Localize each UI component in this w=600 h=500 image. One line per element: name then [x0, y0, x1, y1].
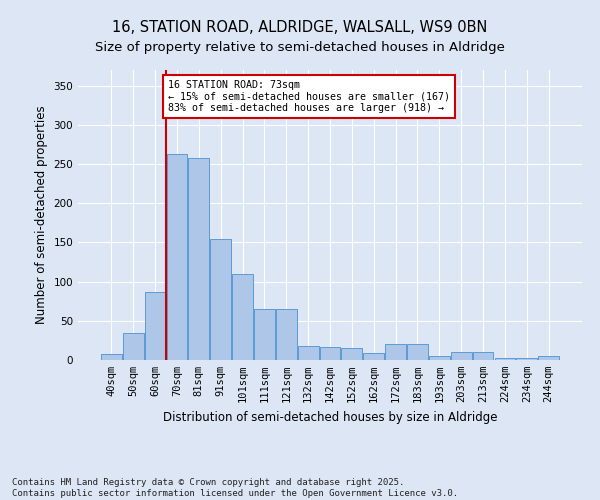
Bar	[320, 346, 340, 360]
Bar	[451, 352, 472, 360]
Bar	[341, 348, 362, 360]
Bar	[101, 354, 122, 360]
X-axis label: Distribution of semi-detached houses by size in Aldridge: Distribution of semi-detached houses by …	[163, 410, 497, 424]
Text: Contains HM Land Registry data © Crown copyright and database right 2025.
Contai: Contains HM Land Registry data © Crown c…	[12, 478, 458, 498]
Text: 16, STATION ROAD, ALDRIDGE, WALSALL, WS9 0BN: 16, STATION ROAD, ALDRIDGE, WALSALL, WS9…	[112, 20, 488, 35]
Bar	[517, 358, 537, 360]
Text: 16 STATION ROAD: 73sqm
← 15% of semi-detached houses are smaller (167)
83% of se: 16 STATION ROAD: 73sqm ← 15% of semi-det…	[168, 80, 450, 114]
Bar	[210, 238, 231, 360]
Bar	[407, 344, 428, 360]
Bar	[232, 274, 253, 360]
Bar	[473, 352, 493, 360]
Bar	[254, 309, 275, 360]
Bar	[123, 332, 143, 360]
Bar	[167, 154, 187, 360]
Bar	[364, 353, 384, 360]
Bar	[188, 158, 209, 360]
Bar	[494, 358, 515, 360]
Bar	[385, 344, 406, 360]
Bar	[538, 356, 559, 360]
Bar	[429, 356, 450, 360]
Bar	[276, 309, 296, 360]
Text: Size of property relative to semi-detached houses in Aldridge: Size of property relative to semi-detach…	[95, 41, 505, 54]
Bar	[145, 292, 166, 360]
Bar	[298, 346, 319, 360]
Y-axis label: Number of semi-detached properties: Number of semi-detached properties	[35, 106, 48, 324]
